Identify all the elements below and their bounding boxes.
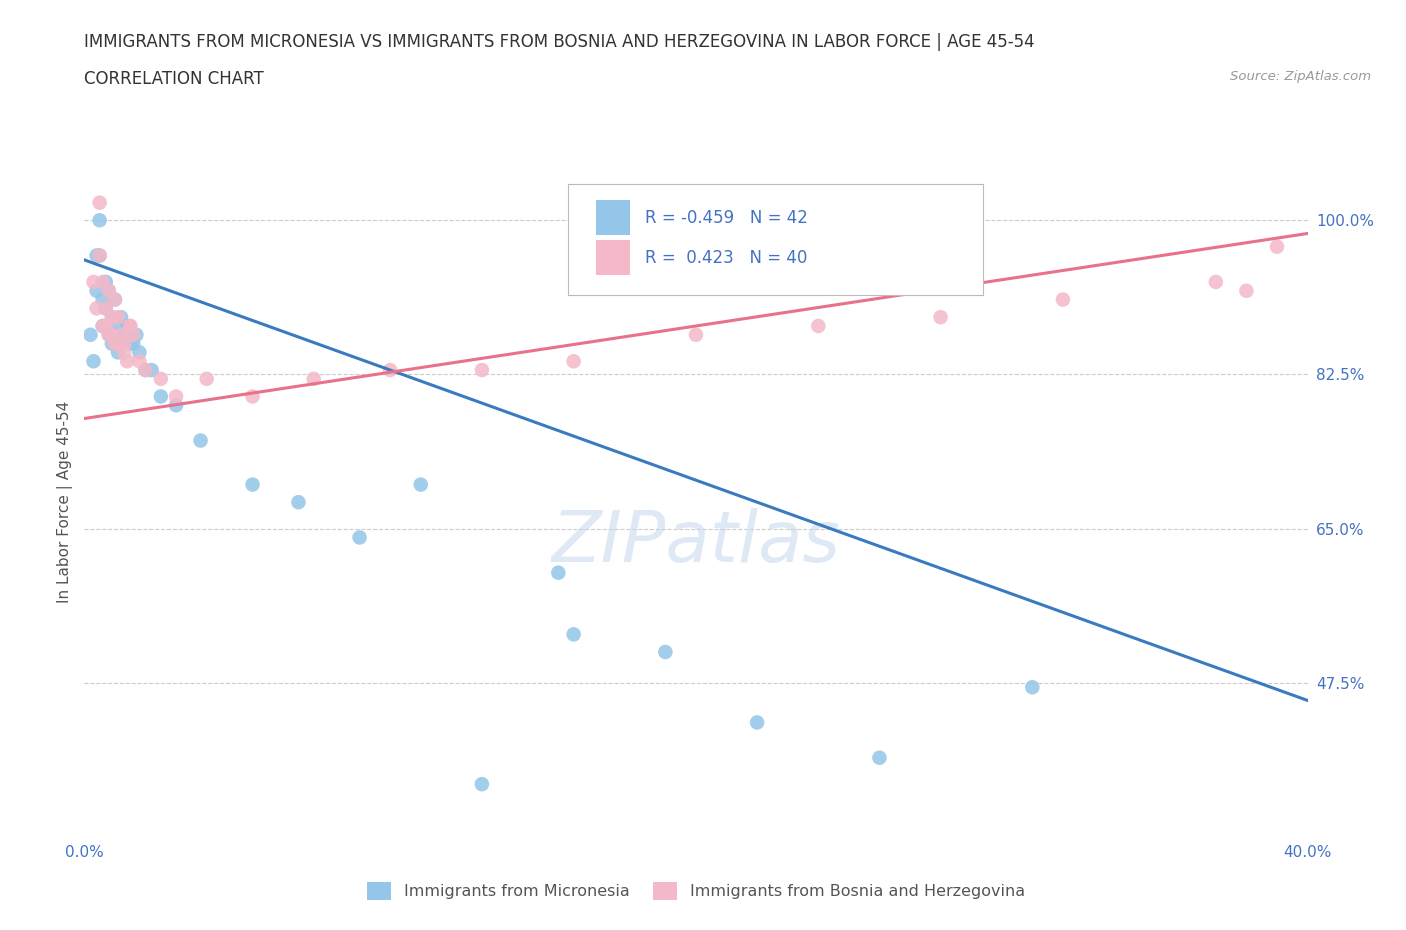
Text: R =  0.423   N = 40: R = 0.423 N = 40 <box>644 249 807 267</box>
Point <box>91 319 114 334</box>
Point <box>86 284 108 299</box>
Point <box>165 398 187 413</box>
Point <box>242 477 264 492</box>
Point <box>1052 292 1074 307</box>
Point <box>112 336 135 351</box>
Point <box>929 310 952 325</box>
Point <box>91 274 114 289</box>
Point <box>110 336 132 351</box>
Point <box>83 274 105 289</box>
Point <box>869 751 891 765</box>
Point <box>91 319 114 334</box>
Point <box>135 363 157 378</box>
Point <box>94 301 117 316</box>
Point <box>380 363 402 378</box>
Point <box>807 319 830 334</box>
FancyBboxPatch shape <box>596 200 630 235</box>
Point <box>101 310 124 325</box>
Point <box>101 336 124 351</box>
Point <box>165 389 187 404</box>
Text: R = -0.459   N = 42: R = -0.459 N = 42 <box>644 208 807 227</box>
Point <box>110 327 132 342</box>
Point <box>149 389 172 404</box>
Point <box>110 310 132 325</box>
Point <box>547 565 569 580</box>
Point <box>97 284 120 299</box>
Text: ZIPatlas: ZIPatlas <box>551 508 841 577</box>
Point <box>107 310 129 325</box>
Point <box>115 353 138 368</box>
Point <box>94 319 117 334</box>
Point <box>83 353 105 368</box>
Point <box>115 319 138 334</box>
Point <box>107 345 129 360</box>
Point <box>94 274 117 289</box>
Point <box>97 327 120 342</box>
Point <box>91 292 114 307</box>
Point <box>89 213 111 228</box>
Point <box>409 477 432 492</box>
Point <box>562 627 585 642</box>
Point <box>89 248 111 263</box>
Point <box>101 310 124 325</box>
Point <box>135 363 157 378</box>
Point <box>86 301 108 316</box>
Point <box>107 319 129 334</box>
Point <box>125 327 148 342</box>
Point <box>104 292 127 307</box>
Point <box>128 353 150 368</box>
Point <box>287 495 309 510</box>
Point <box>1265 239 1288 254</box>
Point <box>97 284 120 299</box>
Point <box>107 336 129 351</box>
Point <box>112 345 135 360</box>
Text: CORRELATION CHART: CORRELATION CHART <box>84 70 264 87</box>
Point <box>89 248 111 263</box>
Point <box>195 371 218 386</box>
Text: Source: ZipAtlas.com: Source: ZipAtlas.com <box>1230 70 1371 83</box>
Point <box>86 248 108 263</box>
Point <box>1234 284 1257 299</box>
Point <box>122 336 145 351</box>
Point <box>1021 680 1043 695</box>
Point <box>97 327 120 342</box>
Legend: Immigrants from Micronesia, Immigrants from Bosnia and Herzegovina: Immigrants from Micronesia, Immigrants f… <box>360 876 1032 906</box>
Point <box>654 644 676 659</box>
Point <box>120 319 142 334</box>
Point <box>242 389 264 404</box>
FancyBboxPatch shape <box>568 184 983 295</box>
Point <box>104 292 127 307</box>
Point <box>1205 274 1227 289</box>
Point <box>128 345 150 360</box>
Point <box>112 327 135 342</box>
Y-axis label: In Labor Force | Age 45-54: In Labor Force | Age 45-54 <box>58 401 73 604</box>
Point <box>120 319 142 334</box>
Point <box>104 336 127 351</box>
Point <box>747 715 769 730</box>
Point <box>149 371 172 386</box>
Point <box>562 353 585 368</box>
Text: IMMIGRANTS FROM MICRONESIA VS IMMIGRANTS FROM BOSNIA AND HERZEGOVINA IN LABOR FO: IMMIGRANTS FROM MICRONESIA VS IMMIGRANTS… <box>84 33 1035 50</box>
Point <box>141 363 163 378</box>
Point <box>349 530 371 545</box>
Point <box>471 777 494 791</box>
Point <box>685 327 707 342</box>
Point <box>79 327 101 342</box>
Point <box>120 336 142 351</box>
Point <box>302 371 325 386</box>
Point <box>94 301 117 316</box>
Point <box>101 327 124 342</box>
Point <box>89 195 111 210</box>
Point <box>122 327 145 342</box>
FancyBboxPatch shape <box>596 240 630 275</box>
Point <box>190 433 212 448</box>
Point <box>471 363 494 378</box>
Point <box>104 327 127 342</box>
